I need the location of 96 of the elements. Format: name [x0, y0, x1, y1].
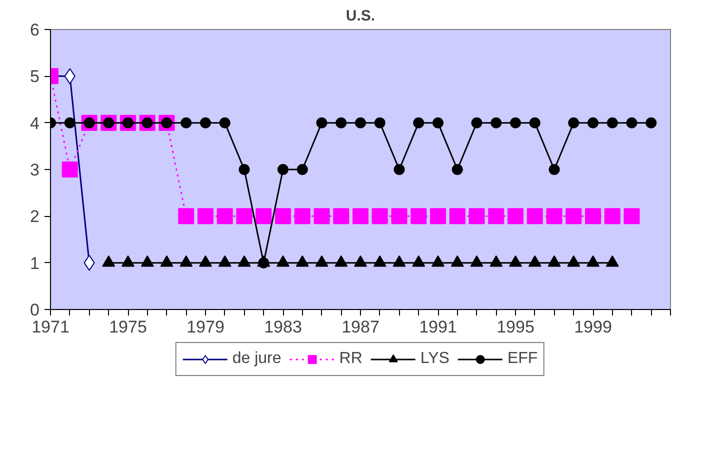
- point: [490, 117, 502, 128]
- point: [430, 208, 446, 224]
- point: [391, 208, 408, 224]
- point: [200, 117, 211, 128]
- y-tick-label: 4: [30, 114, 40, 133]
- point: [199, 255, 212, 267]
- y-tick-label: 0: [30, 300, 40, 320]
- point: [294, 208, 310, 224]
- point: [432, 255, 444, 267]
- y-tick-label: 6: [30, 20, 40, 40]
- point: [336, 117, 347, 128]
- point: [548, 255, 561, 267]
- point: [372, 208, 388, 224]
- point: [510, 117, 521, 128]
- point: [333, 208, 350, 224]
- point: [529, 117, 540, 128]
- point: [394, 164, 405, 175]
- point: [352, 208, 368, 224]
- point: [412, 255, 426, 267]
- point: [626, 117, 638, 128]
- point: [606, 255, 619, 267]
- point: [296, 164, 308, 175]
- point: [334, 255, 348, 267]
- legend-label: de jure: [232, 350, 282, 368]
- point: [373, 255, 386, 267]
- point: [509, 255, 522, 267]
- y-tick-label: 2: [30, 207, 40, 226]
- point: [276, 255, 290, 267]
- point: [296, 255, 309, 267]
- point: [432, 117, 444, 128]
- point: [180, 117, 192, 128]
- point: [122, 255, 134, 267]
- point: [606, 117, 618, 128]
- point: [198, 208, 214, 224]
- legend-label: RR: [339, 350, 362, 368]
- point: [180, 255, 193, 267]
- point: [238, 164, 250, 175]
- point: [178, 208, 194, 224]
- legend-label: LYS: [420, 350, 450, 368]
- x-tick-label: 1991: [419, 318, 457, 336]
- point: [219, 117, 230, 128]
- point: [315, 255, 328, 267]
- point: [566, 208, 582, 224]
- point: [528, 255, 542, 267]
- x-tick-label: 1983: [264, 318, 302, 336]
- point: [471, 117, 482, 128]
- point: [216, 208, 233, 224]
- point: [275, 208, 291, 224]
- point: [508, 208, 524, 224]
- point: [218, 255, 232, 267]
- point: [567, 255, 580, 267]
- point: [488, 208, 504, 224]
- point: [586, 255, 600, 267]
- point: [624, 208, 640, 224]
- y-tick-label: 1: [30, 254, 40, 273]
- point: [604, 208, 620, 224]
- point: [585, 208, 601, 224]
- legend-label: EFF: [507, 350, 538, 368]
- point: [102, 255, 116, 267]
- point: [256, 208, 272, 224]
- y-tick-label: 3: [30, 160, 40, 180]
- point: [646, 117, 657, 128]
- point: [588, 117, 598, 128]
- x-tick-label: 1999: [574, 318, 612, 336]
- point: [316, 117, 328, 128]
- point: [568, 117, 580, 128]
- point: [62, 162, 78, 178]
- point: [450, 255, 464, 267]
- point: [470, 255, 484, 267]
- point: [468, 208, 485, 224]
- point: [236, 208, 252, 224]
- point: [410, 208, 427, 224]
- point: [314, 208, 330, 224]
- point: [452, 164, 463, 175]
- x-tick-label: 1971: [32, 318, 70, 336]
- y-tick-label: 5: [30, 67, 40, 86]
- point: [526, 208, 543, 224]
- point: [490, 255, 503, 267]
- point: [548, 164, 560, 175]
- point: [392, 255, 406, 267]
- point: [354, 255, 367, 267]
- point: [238, 255, 251, 267]
- x-tick-label: 1995: [496, 318, 534, 336]
- point: [413, 117, 424, 128]
- point: [160, 255, 174, 267]
- chart-title: U.S.: [346, 8, 376, 24]
- point: [64, 117, 76, 128]
- x-tick-label: 1987: [342, 318, 380, 336]
- point: [546, 208, 562, 224]
- point: [355, 117, 366, 128]
- point: [278, 164, 288, 175]
- point: [449, 208, 466, 224]
- x-tick-label: 1979: [186, 318, 224, 336]
- point: [374, 117, 386, 128]
- x-tick-label: 1975: [109, 318, 147, 336]
- point: [140, 255, 154, 267]
